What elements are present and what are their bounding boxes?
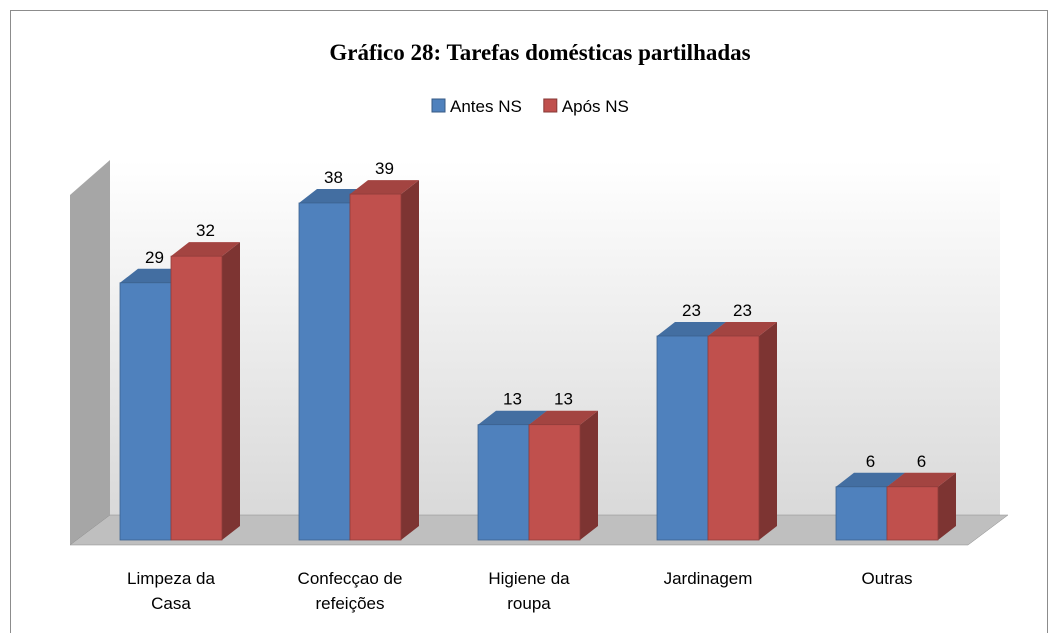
data-label: 39 <box>375 159 394 178</box>
bars: 29 32 38 39 13 13 23 23 6 6 <box>119 159 956 541</box>
bar <box>707 335 760 541</box>
bar <box>656 335 709 541</box>
legend-swatch <box>543 98 558 113</box>
bar-side <box>759 321 777 540</box>
x-tick-label: Jardinagem <box>663 569 753 588</box>
bar-top <box>708 321 777 336</box>
data-label: 32 <box>196 221 215 240</box>
bar <box>477 424 530 541</box>
chart-title: Gráfico 28: Tarefas domésticas partilhad… <box>329 40 750 65</box>
side-wall <box>70 160 110 545</box>
data-label: 13 <box>554 390 573 409</box>
bar-side <box>580 410 598 540</box>
bar <box>835 486 888 541</box>
legend-swatch <box>431 98 446 113</box>
x-tick-label: Outras <box>861 569 913 588</box>
bar-side <box>222 242 240 540</box>
data-label: 6 <box>866 452 875 471</box>
bar-top <box>529 410 598 425</box>
data-label: 23 <box>733 301 752 320</box>
data-label: 29 <box>145 248 164 267</box>
bar <box>170 255 223 541</box>
bar-top <box>836 472 905 487</box>
data-label: 23 <box>682 301 701 320</box>
data-label: 6 <box>917 452 926 471</box>
x-tick-label: Limpeza da Casa <box>127 569 215 613</box>
bar <box>886 486 939 541</box>
bar-top <box>657 321 726 336</box>
bar-top <box>171 242 240 257</box>
x-tick-label: Higiene da roupa <box>488 569 570 613</box>
bar-side <box>401 180 419 540</box>
x-tick-label: Confecçao de refeições <box>297 569 403 613</box>
legend: Antes NS Após NS <box>431 97 629 116</box>
bar-top <box>350 180 419 195</box>
bar-top <box>887 472 956 487</box>
bar <box>119 282 172 541</box>
bar-top <box>478 410 547 425</box>
legend-label: Após NS <box>562 97 629 116</box>
bar <box>349 193 402 541</box>
data-label: 38 <box>324 168 343 187</box>
data-label: 13 <box>503 390 522 409</box>
bar <box>528 424 581 541</box>
bar-side <box>938 472 956 540</box>
bar <box>298 202 351 541</box>
legend-label: Antes NS <box>450 97 522 116</box>
